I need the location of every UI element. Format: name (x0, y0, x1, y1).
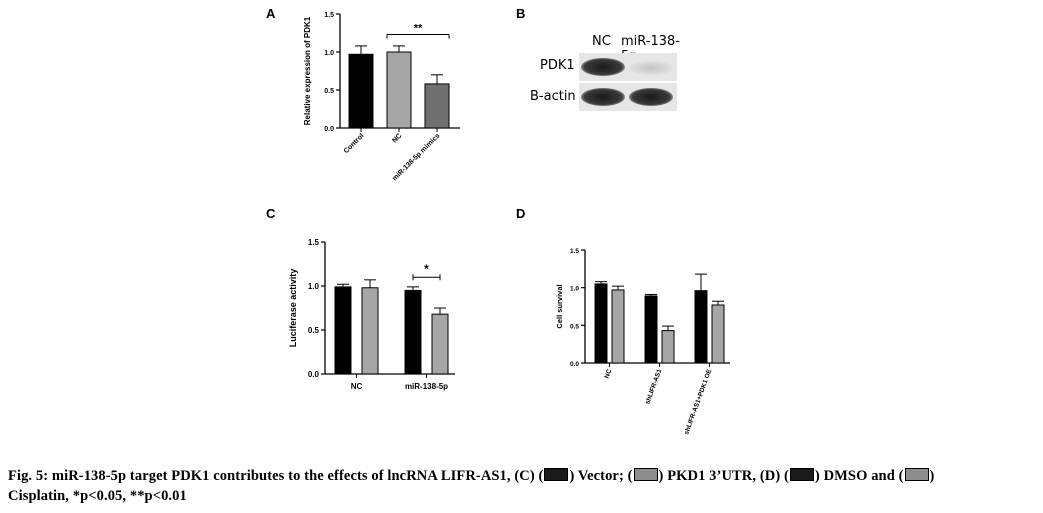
caption-part-4: ) DMSO and ( (814, 468, 904, 484)
blot-row-bactin: B-actin (530, 89, 576, 104)
y-tick-label: 0.0 (324, 126, 334, 133)
panel-label-a: A (266, 6, 276, 21)
blot-strip-pdk1 (579, 53, 677, 81)
y-tick-label: 1.0 (324, 50, 334, 57)
band-pdk1-nc (581, 58, 625, 76)
chart-d: 0.0 0.5 1.0 1.5 Cell survival NC shLIFR-AS1 shL… (555, 248, 730, 436)
caption-part-3: ) PKD1 3’UTR, (D) ( (658, 468, 789, 484)
bar (694, 290, 708, 364)
x-tick-label: NC (391, 132, 403, 144)
blot-strip-bactin (579, 83, 677, 111)
bar (711, 304, 725, 364)
x-tick-label: shLIFR-AS1 (644, 368, 663, 405)
bar (404, 289, 422, 375)
blot-col-nc: NC (592, 34, 611, 49)
y-tick-label: 1.5 (324, 12, 334, 19)
legend-swatch-cisplatin (904, 468, 929, 481)
y-tick-label: 0.0 (308, 370, 320, 379)
bar (386, 51, 412, 129)
legend-swatch-vector (544, 468, 569, 481)
y-tick-label: 1.0 (308, 282, 320, 291)
y-tick-label: 0.0 (570, 361, 579, 368)
caption-part-6: Cisplatin, *p<0.05, **p<0.01 (8, 488, 187, 504)
bar (431, 313, 449, 375)
x-tick-label: NC (351, 382, 363, 391)
y-tick-label: 1.5 (570, 248, 579, 255)
caption-part-2: ) Vector; ( (569, 468, 633, 484)
bar (334, 286, 352, 375)
y-tick-label: 1.0 (570, 286, 579, 293)
bar (361, 287, 379, 375)
y-tick-label: 0.5 (570, 323, 579, 330)
x-tick-label: Control (343, 132, 366, 155)
significance-label: * (424, 262, 429, 276)
band-pdk1-mir (629, 61, 673, 75)
caption-part-5: ) (929, 468, 935, 484)
panel-label-d: D (516, 206, 526, 221)
bar (348, 53, 374, 129)
figure-caption: Fig. 5: miR-138-5p target PDK1 contribut… (8, 466, 1038, 506)
bar (424, 83, 450, 129)
panel-label-b: B (516, 6, 526, 21)
y-axis-label: Relative expression of PDK1 (303, 16, 312, 125)
chart-c: 0.0 0.5 1.0 1.5 Luciferase activity NC miR-138… (288, 238, 455, 391)
y-tick-label: 1.5 (308, 238, 320, 247)
band-bactin-nc (581, 88, 625, 106)
panel-label-c: C (266, 206, 276, 221)
blot-bands-bactin (581, 88, 673, 106)
x-tick-label: shLIFR-AS1+PDK1 OE (683, 368, 713, 436)
y-tick-label: 0.5 (308, 326, 320, 335)
bar (611, 289, 625, 364)
y-axis-label: Luciferase activity (288, 269, 298, 348)
bar (661, 330, 675, 364)
x-tick-label: NC (604, 368, 614, 380)
x-tick-label: miR-138-5p (405, 382, 448, 391)
band-bactin-mir (629, 88, 673, 106)
y-tick-label: 0.5 (324, 88, 334, 95)
bar (644, 295, 658, 364)
legend-swatch-utr (633, 468, 658, 481)
legend-swatch-dmso (789, 468, 814, 481)
chart-a: 0.0 0.5 1.0 1.5 Relative expression of PDK1 C… (303, 12, 460, 183)
y-axis-label: Cell survival (555, 284, 564, 328)
caption-part-1: Fig. 5: miR-138-5p target PDK1 contribut… (8, 468, 544, 484)
significance-label: ** (414, 23, 423, 35)
blot-row-pdk1: PDK1 (540, 58, 575, 73)
bar (594, 283, 608, 364)
blot-bands-pdk1 (581, 58, 673, 76)
